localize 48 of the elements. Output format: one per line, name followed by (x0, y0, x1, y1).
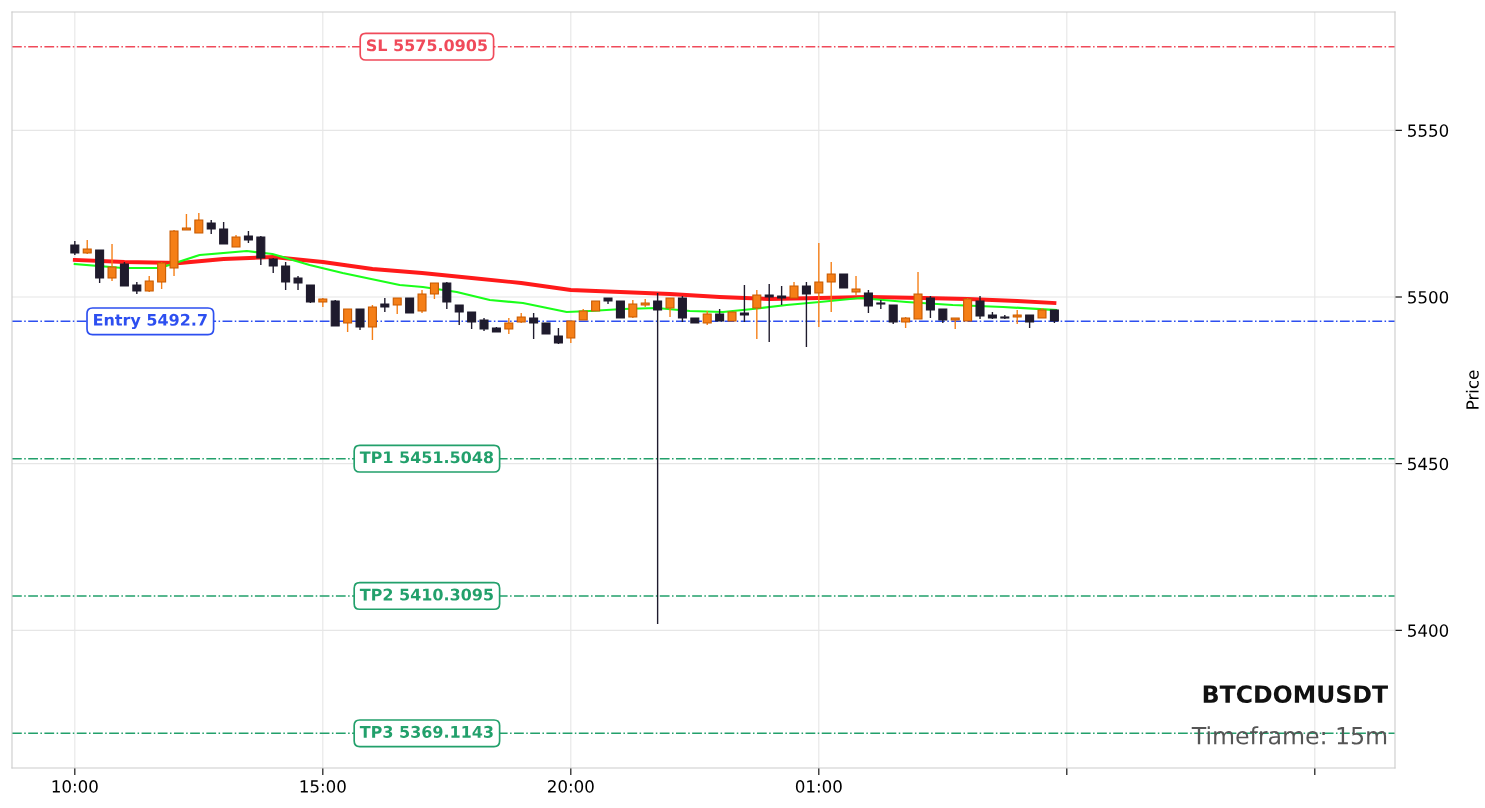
y-tick-label: 5400 (1408, 624, 1449, 637)
candlestick (739, 284, 749, 323)
candlestick (777, 285, 787, 306)
candlestick (256, 235, 266, 266)
candlestick (194, 212, 204, 234)
candlestick (566, 320, 576, 344)
candlestick (876, 299, 886, 310)
candlestick (454, 304, 464, 326)
ref-line-label: TP1 5451.5048 (359, 451, 494, 464)
candlestick (367, 304, 377, 341)
candlestick (653, 292, 663, 625)
y-tick-label: 5550 (1408, 124, 1449, 137)
candlestick (975, 295, 985, 320)
candlestick (826, 261, 836, 313)
candlestick (281, 261, 291, 291)
y-axis-title: Price (1465, 370, 1479, 409)
candlestick (380, 297, 390, 313)
candlestick (801, 281, 811, 348)
candlestick (355, 308, 365, 331)
candlestick (925, 295, 935, 319)
y-tick-label: 5450 (1408, 457, 1449, 471)
candlestick (851, 275, 861, 296)
x-tick-label: 10:00 (52, 780, 98, 793)
candlestick (157, 261, 167, 290)
candlestick (888, 304, 898, 325)
candlestick (814, 242, 824, 328)
candlestick (677, 295, 687, 323)
candlestick (764, 283, 774, 343)
candlestick (665, 297, 675, 318)
annotation: BTCDOMUSDT (1203, 685, 1388, 704)
candlestick (343, 308, 353, 333)
ref-line-label: TP3 5369.1143 (359, 725, 493, 738)
candlestick (442, 281, 452, 310)
candlestick (529, 312, 539, 340)
candlestick (752, 289, 762, 340)
candlestick (219, 221, 229, 245)
ref-line-label: Entry 5492.7 (94, 313, 207, 330)
x-tick-label: 20:00 (548, 780, 594, 793)
candlestick (863, 289, 873, 314)
ref-line-label: TP2 5410.3095 (359, 588, 493, 601)
ref-line-label: SL 5575.0905 (366, 39, 487, 52)
candlestick (417, 289, 427, 314)
x-tick-label: 15:00 (300, 780, 346, 793)
candlestick (963, 297, 973, 322)
x-tick-label: 01:00 (795, 780, 842, 793)
y-tick-label: 5500 (1408, 290, 1449, 304)
candlestick (119, 261, 129, 287)
candlestick (107, 243, 117, 282)
